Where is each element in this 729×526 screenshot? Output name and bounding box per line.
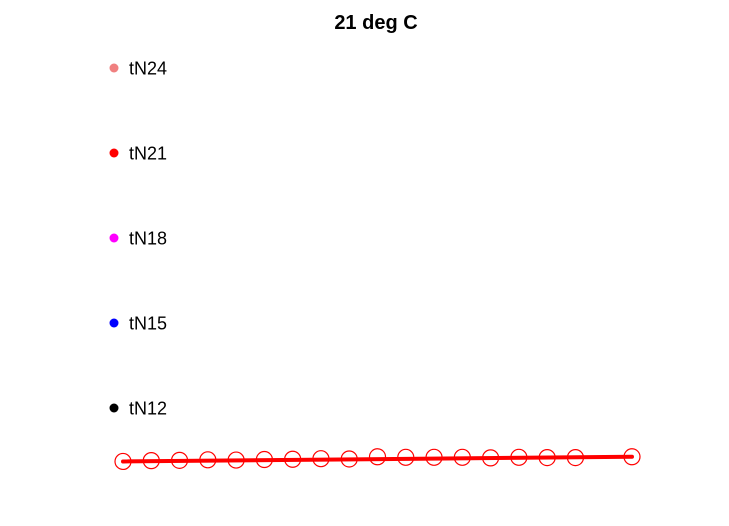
legend-item: tN12 [109,399,167,419]
legend-item: tN21 [109,144,167,164]
data-point [397,448,415,466]
legend-dot-icon [109,403,119,413]
legend-dot-icon [109,233,119,243]
legend-dot-icon [109,63,119,73]
legend: tN24 tN21 tN18 tN15 tN12 [109,59,167,419]
series-line [121,454,634,464]
data-point [482,449,500,467]
data-point [510,448,528,466]
data-point [255,450,273,469]
data-point [425,448,443,466]
legend-label: tN12 [129,399,167,419]
data-point [368,448,387,466]
data-point [566,449,585,467]
data-point [284,450,302,468]
plot-series [114,448,641,471]
legend-label: tN18 [129,229,167,249]
data-point [312,450,330,468]
legend-item: tN24 [109,59,167,79]
legend-label: tN24 [129,59,167,79]
data-point [114,452,132,471]
data-point [538,449,556,467]
legend-item: tN18 [109,229,167,249]
legend-dot-icon [109,318,119,328]
data-point [170,451,189,469]
data-point [623,448,641,466]
legend-label: tN21 [129,144,167,164]
legend-label: tN15 [129,314,167,334]
data-point [142,452,160,470]
chart-title: 21 deg C [334,12,417,34]
legend-dot-icon [109,148,119,158]
legend-item: tN15 [109,314,167,334]
data-point [340,450,358,468]
data-point [199,451,217,469]
data-point [227,451,245,469]
data-point [453,448,471,466]
